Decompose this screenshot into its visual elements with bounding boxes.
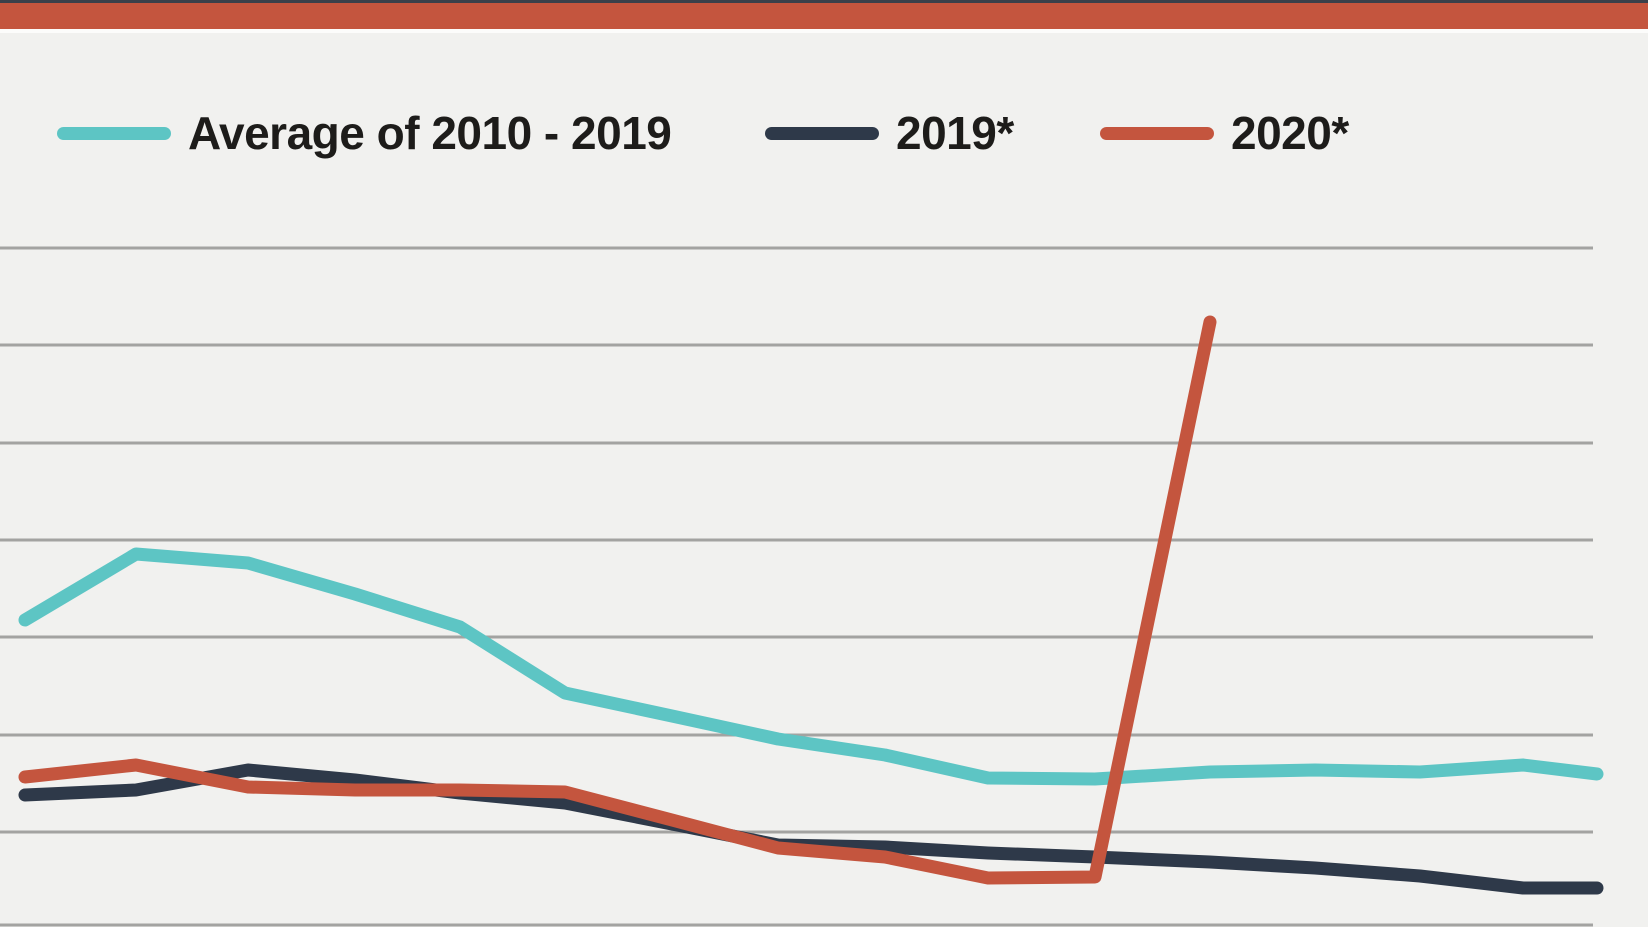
legend-label-average-2010-2019: Average of 2010 - 2019 — [188, 107, 672, 159]
legend-label-2020: 2020* — [1231, 107, 1349, 159]
legend-swatch-2019 — [765, 126, 879, 140]
series-line-2020- — [18, 315, 1217, 885]
legend-item-average-2010-2019: Average of 2010 - 2019 — [57, 106, 672, 160]
legend-swatch-average-2010-2019 — [57, 126, 171, 140]
legend-swatch-2020 — [1100, 126, 1214, 140]
chart-legend: Average of 2010 - 2019 2019* 2020* — [0, 106, 1648, 160]
header-red-bar — [0, 3, 1648, 29]
series-line-average-of-2010-2019 — [18, 547, 1604, 786]
legend-item-2020: 2020* — [1100, 106, 1349, 160]
window-top-edge — [0, 0, 1648, 3]
legend-label-2019: 2019* — [896, 107, 1014, 159]
legend-item-2019: 2019* — [765, 106, 1014, 160]
header-bar-underline — [0, 29, 1648, 33]
